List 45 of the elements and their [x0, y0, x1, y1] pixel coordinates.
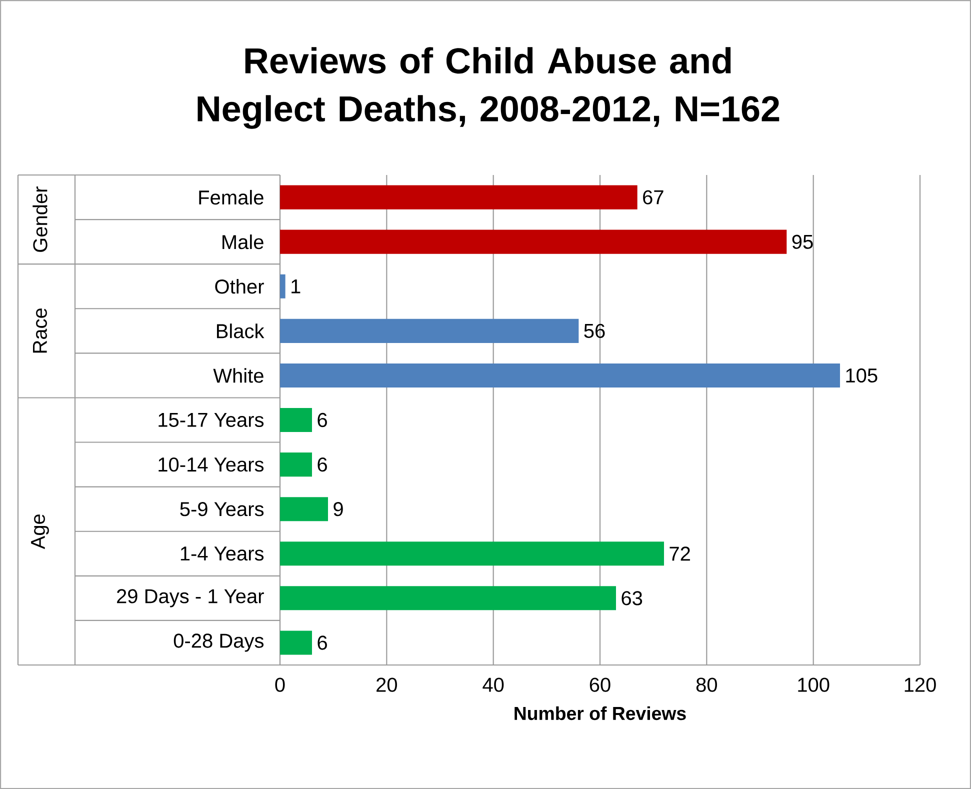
data-label: 6: [318, 636, 327, 650]
y-tick-label: 29 Days - 1 Year: [117, 589, 264, 608]
y-tick-label: 10-14 Years: [158, 457, 264, 472]
x-tick-label: 40: [482, 678, 504, 692]
data-label: 1: [292, 279, 300, 294]
x-tick-label: 20: [376, 678, 397, 692]
y-tick-label: 1-4 Years: [180, 546, 264, 561]
data-label: 6: [318, 457, 327, 472]
x-tick-label: 120: [904, 678, 936, 692]
bar: [280, 497, 328, 522]
x-axis-title: Number of Reviews: [514, 706, 686, 720]
y-tick-label: Female: [199, 190, 264, 205]
text: Gender: [32, 186, 48, 252]
bar: [280, 318, 579, 343]
y-tick-label: 5-9 Years: [180, 502, 264, 516]
y-tick-label: Male: [222, 234, 264, 250]
data-label: 6: [318, 412, 327, 428]
bar: [280, 363, 840, 388]
y-tick-label: Other: [215, 279, 264, 294]
data-label: 9: [334, 502, 343, 516]
data-label: 56: [584, 324, 605, 338]
y-tick-label: 15-17 Years: [158, 413, 264, 427]
bar: [280, 586, 616, 610]
bar: [280, 630, 312, 655]
y-tick-label: White: [213, 368, 264, 383]
data-label: 95: [792, 234, 813, 249]
chart-title: Reviews of Child Abuse and Neglect Deaths, 2008-2012, N=162: [198, 47, 780, 129]
x-tick-label: 60: [590, 678, 610, 692]
text: Race: [33, 308, 47, 353]
data-label: 105: [846, 368, 878, 383]
bar: [280, 230, 787, 254]
data-label: 67: [643, 190, 664, 204]
data-label: 72: [670, 546, 690, 561]
x-tick-label: 100: [798, 678, 830, 692]
bar: [280, 452, 312, 477]
data-label: 63: [622, 591, 642, 606]
bar: [280, 274, 286, 298]
x-tick-label: 80: [696, 678, 717, 692]
bar: [280, 542, 664, 566]
y-tick-label: 0-28 Days: [174, 634, 264, 652]
y-tick-label: Black: [216, 324, 264, 338]
bar: [280, 185, 638, 210]
x-tick-label: 0: [275, 678, 285, 692]
bar: [280, 408, 312, 432]
text: Age: [31, 514, 49, 550]
